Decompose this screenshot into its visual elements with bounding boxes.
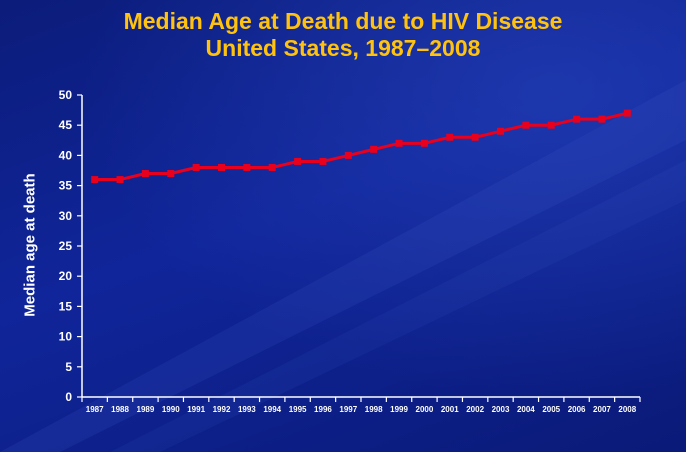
series-markers xyxy=(91,109,631,184)
data-point xyxy=(141,170,149,178)
y-tick-label: 50 xyxy=(59,88,73,102)
x-tick-label: 1987 xyxy=(86,405,104,414)
chart-title-block: Median Age at Death due to HIV Disease U… xyxy=(0,8,686,62)
x-tick-label: 2007 xyxy=(593,405,611,414)
data-point xyxy=(91,176,99,184)
x-tick-label: 1997 xyxy=(339,405,357,414)
y-ticks: 0 5 10 15 20 25 30 35 40 45 50 xyxy=(59,88,82,404)
series-line xyxy=(94,111,628,182)
data-point xyxy=(623,109,631,117)
data-point xyxy=(268,163,276,171)
x-tick-label: 2002 xyxy=(466,405,484,414)
x-tick-label: 2003 xyxy=(492,405,510,414)
data-point xyxy=(573,115,581,123)
x-tick-label: 2001 xyxy=(441,405,459,414)
x-tick-label: 1996 xyxy=(314,405,332,414)
data-point xyxy=(420,139,428,147)
data-point xyxy=(218,163,225,171)
x-tick-label: 1995 xyxy=(289,405,307,414)
x-tick-label: 1998 xyxy=(365,405,383,414)
y-tick-label: 45 xyxy=(59,118,73,132)
data-point xyxy=(192,163,200,171)
data-point xyxy=(471,133,479,141)
y-tick-label: 15 xyxy=(59,299,73,313)
data-point xyxy=(395,139,403,147)
data-point xyxy=(446,133,454,141)
data-point xyxy=(370,145,378,153)
x-tick-label: 1990 xyxy=(162,405,180,414)
chart-title: Median Age at Death due to HIV Disease xyxy=(123,8,563,34)
data-point xyxy=(598,115,606,123)
x-tick-label: 1993 xyxy=(238,405,256,414)
x-tick-label: 2008 xyxy=(618,405,636,414)
data-point xyxy=(319,157,327,165)
data-point xyxy=(167,170,175,178)
chart-subtitle: United States, 1987–2008 xyxy=(205,35,481,61)
x-tick-label: 1994 xyxy=(263,405,281,414)
x-tick-label: 1988 xyxy=(111,405,129,414)
data-point xyxy=(522,121,530,129)
y-tick-label: 5 xyxy=(65,360,72,374)
y-tick-label: 10 xyxy=(59,330,73,344)
x-ticks: 1987 1988 1989 1990 1991 1992 1993 1994 1995 1996… xyxy=(81,397,641,414)
data-point xyxy=(497,127,504,135)
data-point xyxy=(243,163,251,171)
x-tick-label: 2004 xyxy=(517,405,535,414)
y-tick-label: 30 xyxy=(59,209,73,223)
data-point xyxy=(116,176,124,184)
y-tick-label: 20 xyxy=(59,269,73,283)
y-tick-label: 25 xyxy=(59,239,73,253)
x-tick-label: 2000 xyxy=(416,405,434,414)
x-tick-label: 2006 xyxy=(568,405,586,414)
x-tick-label: 1999 xyxy=(390,405,408,414)
x-tick-label: 1989 xyxy=(137,405,155,414)
data-point xyxy=(547,121,555,129)
x-tick-label: 1992 xyxy=(213,405,231,414)
x-tick-label: 1991 xyxy=(187,405,205,414)
x-tick-label: 2005 xyxy=(542,405,560,414)
data-point xyxy=(294,157,302,165)
y-tick-label: 0 xyxy=(65,390,72,404)
data-point xyxy=(344,151,352,159)
y-tick-label: 35 xyxy=(59,179,73,193)
y-tick-label: 40 xyxy=(59,148,73,162)
